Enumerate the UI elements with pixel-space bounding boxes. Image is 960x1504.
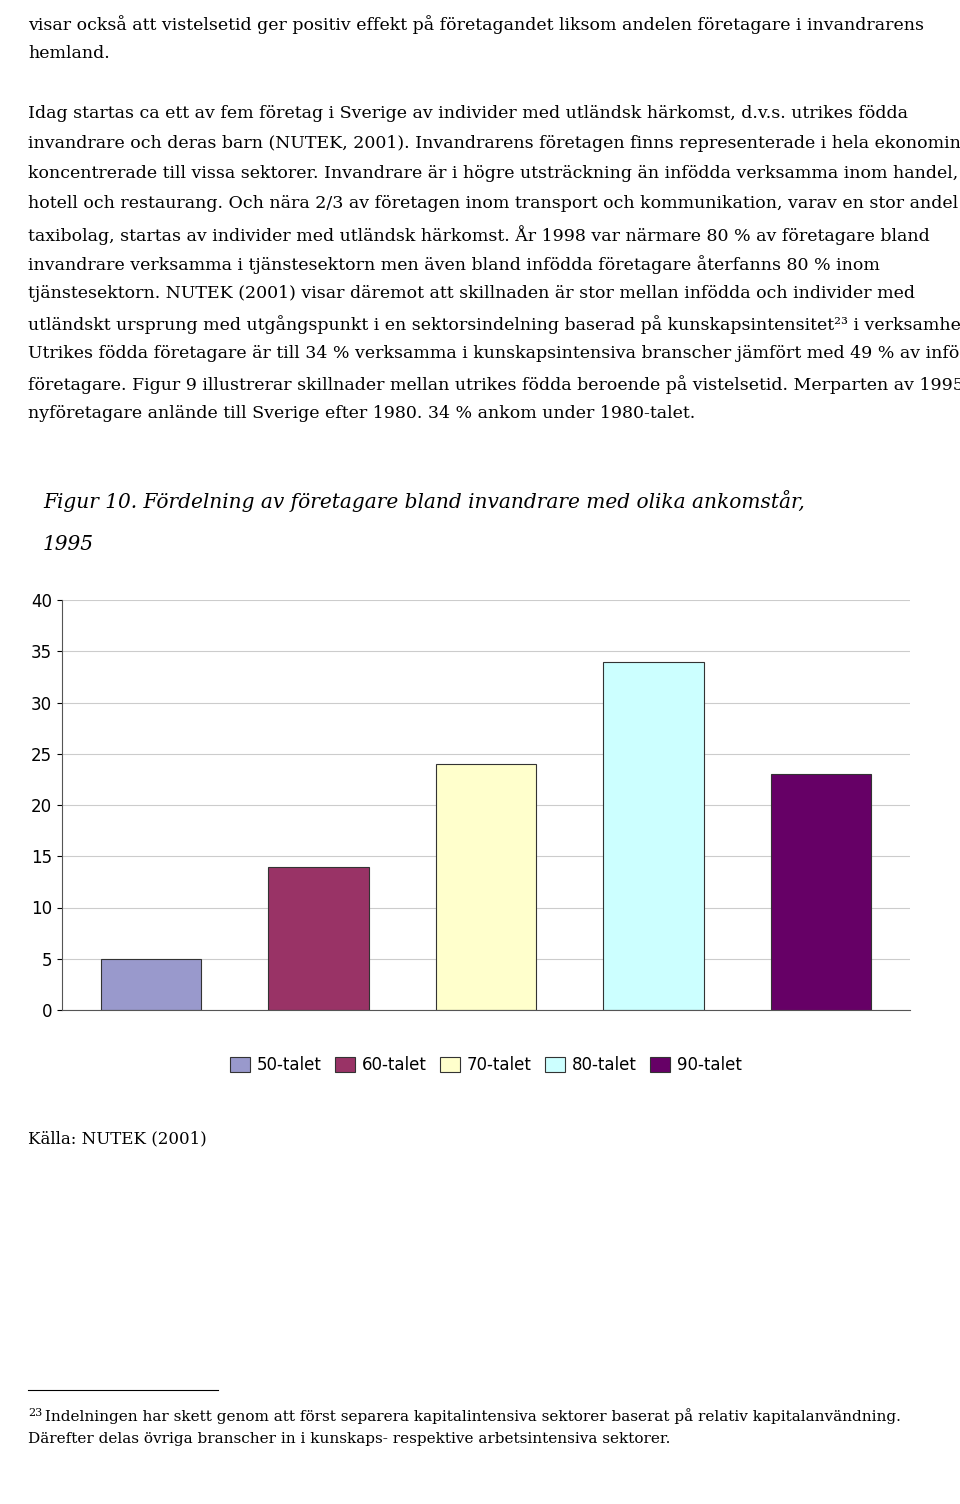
Text: Indelningen har skett genom att först separera kapitalintensiva sektorer baserat: Indelningen har skett genom att först se… bbox=[40, 1408, 900, 1424]
Bar bbox=[268, 866, 369, 1011]
Text: hotell och restaurang. Och nära 2/3 av företagen inom transport och kommunikatio: hotell och restaurang. Och nära 2/3 av f… bbox=[28, 196, 960, 212]
Text: hemland.: hemland. bbox=[28, 45, 109, 62]
Text: företagare. Figur 9 illustrerar skillnader mellan utrikes födda beroende på vist: företagare. Figur 9 illustrerar skillnad… bbox=[28, 374, 960, 394]
Text: utländskt ursprung med utgångspunkt i en sektorsindelning baserad på kunskapsint: utländskt ursprung med utgångspunkt i en… bbox=[28, 314, 960, 334]
Bar bbox=[101, 958, 201, 1011]
Text: Utrikes födda företagare är till 34 % verksamma i kunskapsintensiva branscher jä: Utrikes födda företagare är till 34 % ve… bbox=[28, 344, 960, 362]
Text: visar också att vistelsetid ger positiv effekt på företagandet liksom andelen fö: visar också att vistelsetid ger positiv … bbox=[28, 15, 924, 35]
Text: taxibolag, startas av individer med utländsk härkomst. År 1998 var närmare 80 % : taxibolag, startas av individer med utlä… bbox=[28, 226, 929, 245]
Text: 1995: 1995 bbox=[43, 535, 94, 553]
Bar bbox=[771, 775, 872, 1011]
Text: Källa: NUTEK (2001): Källa: NUTEK (2001) bbox=[28, 1130, 206, 1148]
Text: Figur 10. Fördelning av företagare bland invandrare med olika ankomstår,: Figur 10. Fördelning av företagare bland… bbox=[43, 490, 804, 511]
Legend: 50-talet, 60-talet, 70-talet, 80-talet, 90-talet: 50-talet, 60-talet, 70-talet, 80-talet, … bbox=[224, 1050, 748, 1081]
Bar bbox=[436, 764, 537, 1011]
Bar bbox=[603, 662, 704, 1011]
Text: Idag startas ca ett av fem företag i Sverige av individer med utländsk härkomst,: Idag startas ca ett av fem företag i Sve… bbox=[28, 105, 908, 122]
Text: nyföretagare anlände till Sverige efter 1980. 34 % ankom under 1980-talet.: nyföretagare anlände till Sverige efter … bbox=[28, 405, 695, 423]
Text: invandrare verksamma i tjänstesektorn men även bland infödda företagare återfann: invandrare verksamma i tjänstesektorn me… bbox=[28, 256, 880, 274]
Text: tjänstesektorn. NUTEK (2001) visar däremot att skillnaden är stor mellan infödda: tjänstesektorn. NUTEK (2001) visar därem… bbox=[28, 284, 915, 302]
Text: Därefter delas övriga branscher in i kunskaps- respektive arbetsintensiva sektor: Därefter delas övriga branscher in i kun… bbox=[28, 1432, 670, 1445]
Text: koncentrerade till vissa sektorer. Invandrare är i högre utsträckning än infödda: koncentrerade till vissa sektorer. Invan… bbox=[28, 165, 958, 182]
Text: invandrare och deras barn (NUTEK, 2001). Invandrarens företagen finns represente: invandrare och deras barn (NUTEK, 2001).… bbox=[28, 135, 960, 152]
Text: 23: 23 bbox=[28, 1408, 42, 1418]
